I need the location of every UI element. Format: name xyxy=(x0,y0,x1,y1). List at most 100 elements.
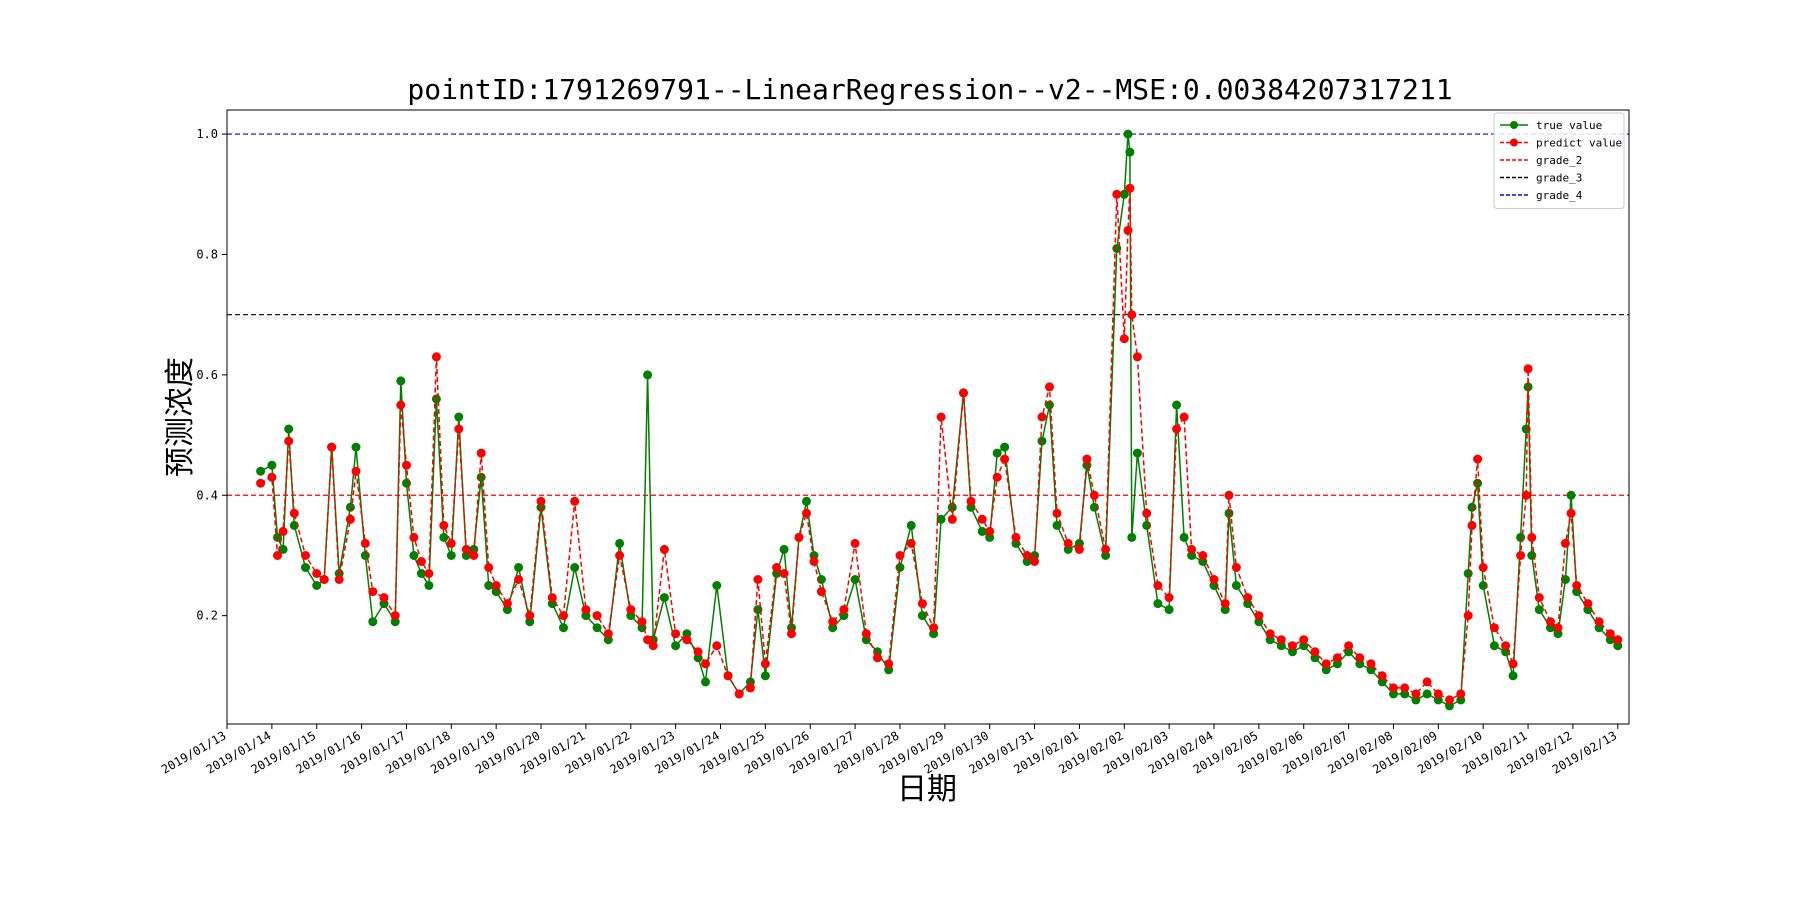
data-point xyxy=(1489,641,1499,651)
data-point xyxy=(873,653,882,663)
data-point xyxy=(828,617,838,627)
data-point xyxy=(1501,641,1511,651)
data-point xyxy=(701,659,710,669)
data-point xyxy=(491,581,501,590)
data-point xyxy=(1321,659,1331,669)
data-point xyxy=(753,575,763,584)
data-point xyxy=(1463,611,1473,621)
data-point xyxy=(1594,617,1604,627)
data-point xyxy=(1125,183,1135,193)
data-point xyxy=(278,544,288,554)
data-point xyxy=(1119,189,1129,199)
data-point xyxy=(884,659,894,669)
data-point xyxy=(360,538,370,548)
data-point xyxy=(525,611,535,621)
data-point xyxy=(1411,689,1421,699)
data-point xyxy=(906,538,916,548)
y-axis-label: 预测浓度 xyxy=(163,357,198,477)
data-point xyxy=(547,593,557,603)
data-point xyxy=(446,551,456,560)
y-tick-label: 1.0 xyxy=(196,127,218,141)
series-line xyxy=(260,188,1619,701)
data-point xyxy=(289,508,299,518)
data-point xyxy=(992,448,1002,458)
data-point xyxy=(671,641,681,651)
data-point xyxy=(1478,563,1488,572)
data-point xyxy=(476,448,486,458)
data-point xyxy=(1534,605,1544,615)
data-point xyxy=(327,442,337,452)
data-point xyxy=(895,551,905,560)
data-point xyxy=(1553,623,1563,633)
data-point xyxy=(454,424,464,434)
data-point xyxy=(1433,689,1443,699)
data-point xyxy=(402,460,411,470)
data-point xyxy=(484,581,494,590)
plot-frame xyxy=(226,109,1630,725)
series-predict-value xyxy=(256,183,1623,705)
data-point xyxy=(947,514,957,524)
y-tick-label: 0.8 xyxy=(196,247,218,261)
data-point xyxy=(416,569,426,578)
y-tick-label: 0.6 xyxy=(196,368,218,382)
data-point xyxy=(360,551,370,560)
data-point xyxy=(643,635,653,645)
data-point xyxy=(648,641,658,651)
data-point xyxy=(345,502,355,512)
data-point xyxy=(1011,532,1021,542)
data-point xyxy=(476,472,486,482)
data-point xyxy=(693,647,703,657)
data-point xyxy=(1224,490,1234,500)
data-point xyxy=(1164,593,1174,603)
data-point xyxy=(312,581,322,590)
legend-label: grade_4 xyxy=(1536,189,1583,202)
data-point xyxy=(1172,424,1182,434)
data-point xyxy=(1355,653,1365,663)
data-point xyxy=(659,593,669,603)
data-point xyxy=(1566,508,1576,518)
data-point xyxy=(409,551,419,560)
data-point xyxy=(502,599,512,609)
data-point xyxy=(1172,400,1182,410)
data-point xyxy=(1527,532,1537,542)
data-point xyxy=(745,683,755,693)
data-point xyxy=(1082,454,1092,464)
data-point xyxy=(1400,683,1410,693)
data-point xyxy=(723,671,733,681)
data-point xyxy=(402,478,411,488)
data-point xyxy=(977,526,987,536)
data-point xyxy=(1265,629,1275,639)
data-point xyxy=(1052,508,1062,518)
data-point xyxy=(1220,599,1230,609)
data-point xyxy=(1572,581,1582,590)
data-point xyxy=(1209,575,1219,584)
legend-label: true value xyxy=(1536,119,1602,132)
data-point xyxy=(1613,635,1623,645)
data-point xyxy=(959,388,968,398)
data-point xyxy=(861,629,871,639)
data-point xyxy=(985,526,995,536)
data-point xyxy=(1101,544,1111,554)
data-point xyxy=(1508,659,1518,669)
data-point xyxy=(592,623,602,633)
data-point xyxy=(469,551,479,560)
data-point xyxy=(936,412,946,422)
data-point xyxy=(1605,629,1615,639)
data-point xyxy=(1179,412,1189,422)
data-point xyxy=(334,575,344,584)
data-point xyxy=(1112,189,1122,199)
data-point xyxy=(1288,641,1297,651)
data-point xyxy=(1153,581,1163,590)
data-point xyxy=(1231,563,1241,572)
data-point xyxy=(1467,520,1477,530)
data-point xyxy=(637,617,647,627)
data-point xyxy=(1523,364,1533,374)
data-point xyxy=(1123,225,1133,235)
data-point xyxy=(1489,623,1499,633)
data-point xyxy=(966,496,976,506)
data-point xyxy=(1422,689,1432,699)
data-point xyxy=(671,629,681,639)
data-point xyxy=(351,442,361,452)
data-point xyxy=(416,557,426,566)
